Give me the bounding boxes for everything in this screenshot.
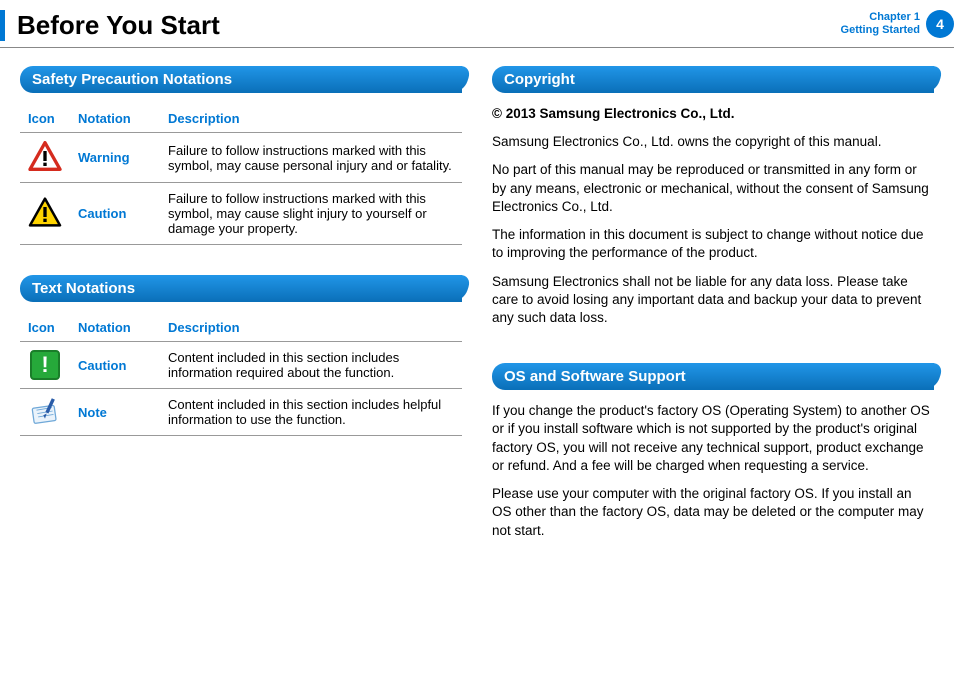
notation-label: Warning [70,133,160,183]
copyright-body: © 2013 Samsung Electronics Co., Ltd. Sam… [492,105,934,327]
notation-description: Failure to follow instructions marked wi… [160,183,462,245]
chapter-info: Chapter 1 Getting Started 4 [841,10,954,38]
notation-description: Content included in this section include… [160,389,462,436]
col-description: Description [160,105,462,133]
page-title: Before You Start [17,10,220,41]
copyright-para: Samsung Electronics shall not be liable … [492,273,934,328]
warning-triangle-yellow-icon [28,197,62,227]
os-para: If you change the product's factory OS (… [492,402,934,475]
col-icon: Icon [20,105,70,133]
table-row: Caution Failure to follow instructions m… [20,183,462,245]
section-heading-copyright: Copyright [492,66,934,93]
table-header-row: Icon Notation Description [20,105,462,133]
table-row: Note Content included in this section in… [20,389,462,436]
notation-label: Caution [70,183,160,245]
green-exclamation-icon: ! [30,350,60,380]
text-notations-table: Icon Notation Description ! Caution Cont… [20,314,462,436]
copyright-line-bold: © 2013 Samsung Electronics Co., Ltd. [492,105,934,123]
header-divider [0,47,954,48]
section-heading-os: OS and Software Support [492,363,934,390]
os-body: If you change the product's factory OS (… [492,402,934,540]
col-notation: Notation [70,314,160,342]
section-heading-safety: Safety Precaution Notations [20,66,462,93]
content-columns: Safety Precaution Notations Icon Notatio… [0,66,954,550]
page-number-badge: 4 [926,10,954,38]
table-row: Warning Failure to follow instructions m… [20,133,462,183]
copyright-para: The information in this document is subj… [492,226,934,262]
right-column: Copyright © 2013 Samsung Electronics Co.… [492,66,934,550]
table-header-row: Icon Notation Description [20,314,462,342]
copyright-para: No part of this manual may be reproduced… [492,161,934,216]
os-para: Please use your computer with the origin… [492,485,934,540]
copyright-para: Samsung Electronics Co., Ltd. owns the c… [492,133,934,151]
warning-triangle-red-icon [28,141,62,171]
icon-cell [20,183,70,245]
notation-label: Note [70,389,160,436]
col-description: Description [160,314,462,342]
icon-cell [20,133,70,183]
icon-cell: ! [20,342,70,389]
col-notation: Notation [70,105,160,133]
notation-description: Failure to follow instructions marked wi… [160,133,462,183]
icon-cell [20,389,70,436]
section-heading-text-notations: Text Notations [20,275,462,302]
table-row: ! Caution Content included in this secti… [20,342,462,389]
page-header: Before You Start Chapter 1 Getting Start… [0,0,954,41]
col-icon: Icon [20,314,70,342]
chapter-text: Chapter 1 Getting Started [841,11,920,37]
left-column: Safety Precaution Notations Icon Notatio… [20,66,462,550]
safety-table: Icon Notation Description Warning F [20,105,462,245]
note-paper-pencil-icon [28,398,62,424]
chapter-line1: Chapter 1 [841,11,920,24]
chapter-line2: Getting Started [841,24,920,37]
title-wrap: Before You Start [0,10,220,41]
notation-description: Content included in this section include… [160,342,462,389]
notation-label: Caution [70,342,160,389]
